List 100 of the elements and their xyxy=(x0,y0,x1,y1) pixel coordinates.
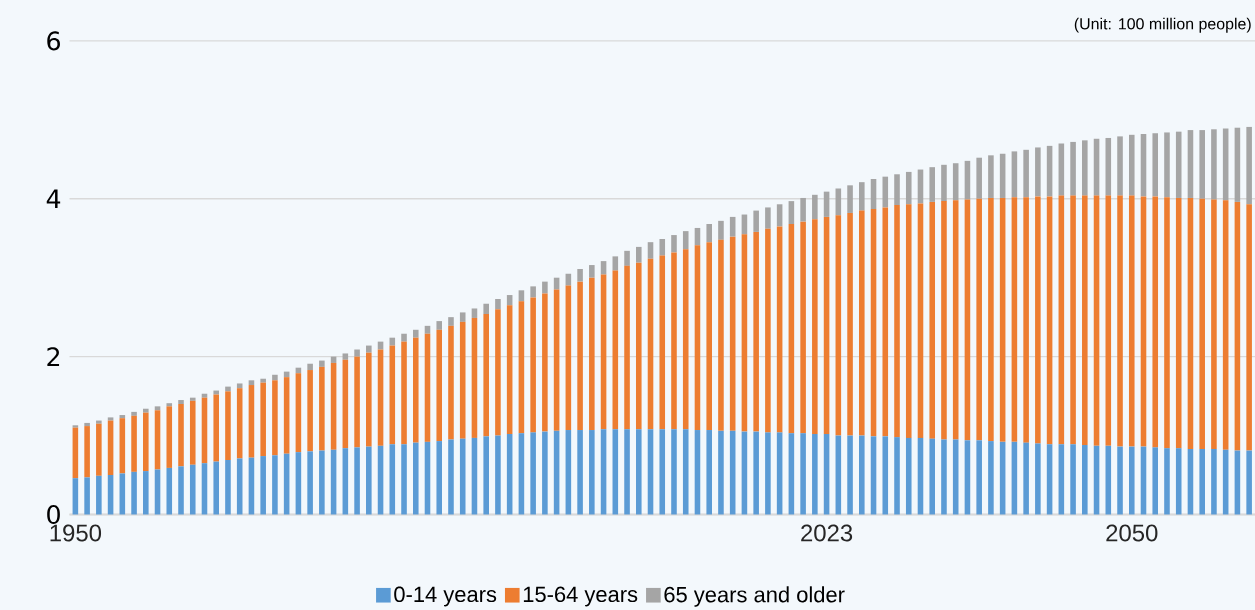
bar xyxy=(412,329,419,338)
x-tick-label: 2023 xyxy=(801,524,853,542)
bar xyxy=(1199,198,1205,449)
bar xyxy=(1117,136,1123,196)
bar xyxy=(84,425,90,478)
bar xyxy=(671,252,677,430)
bar xyxy=(976,198,982,441)
bar xyxy=(178,399,184,404)
bar xyxy=(1211,199,1217,449)
bar xyxy=(131,411,137,416)
bar xyxy=(1211,129,1217,200)
bar xyxy=(319,360,325,367)
bar xyxy=(1093,138,1100,196)
bar xyxy=(589,429,595,515)
bar xyxy=(589,264,595,278)
bar xyxy=(483,313,489,437)
bar xyxy=(988,197,994,441)
x-tick-label: 1950 xyxy=(50,524,102,542)
bar xyxy=(154,469,161,515)
bar xyxy=(624,429,630,515)
bar xyxy=(436,329,443,441)
bar xyxy=(976,157,982,199)
bar xyxy=(189,400,196,465)
bar xyxy=(248,380,255,385)
bar xyxy=(107,417,114,421)
bar xyxy=(1199,448,1205,515)
legend-label: 15-64 years xyxy=(523,586,638,607)
bar xyxy=(1199,129,1205,199)
bar xyxy=(307,369,313,452)
legend-label: 0-14 years xyxy=(394,586,497,607)
bar xyxy=(342,353,349,360)
bar xyxy=(1175,131,1182,198)
bar xyxy=(448,325,454,440)
bar xyxy=(859,435,865,515)
bar xyxy=(952,200,959,440)
bar xyxy=(577,268,583,282)
bar xyxy=(542,281,548,294)
bar xyxy=(424,325,431,334)
bar xyxy=(800,433,806,515)
bar xyxy=(635,429,642,515)
bar xyxy=(213,390,220,395)
bar xyxy=(471,308,478,318)
bar xyxy=(671,429,677,515)
bar xyxy=(1046,196,1053,445)
bar xyxy=(1011,151,1018,198)
bar xyxy=(612,256,619,271)
bar xyxy=(495,309,501,436)
bar xyxy=(1187,197,1194,449)
bar xyxy=(225,459,231,515)
bar xyxy=(119,473,126,515)
bar xyxy=(589,277,595,430)
bar xyxy=(143,470,149,515)
bar xyxy=(1117,195,1123,447)
bar xyxy=(823,216,830,434)
bar xyxy=(706,223,712,243)
bar xyxy=(894,174,900,205)
bar xyxy=(1035,147,1041,197)
bar xyxy=(459,312,466,322)
bar xyxy=(812,194,818,220)
bar xyxy=(366,446,372,515)
bar xyxy=(577,281,583,430)
bar xyxy=(800,197,806,222)
bar xyxy=(483,436,489,515)
bar xyxy=(201,393,208,398)
bar xyxy=(635,262,642,430)
bar xyxy=(835,188,842,216)
bar xyxy=(999,197,1006,442)
bar xyxy=(1246,126,1252,205)
bar xyxy=(131,415,137,472)
bar xyxy=(189,397,196,401)
bar xyxy=(213,394,220,462)
bar xyxy=(1175,197,1182,449)
bar xyxy=(483,303,489,314)
bar xyxy=(401,444,407,515)
bar xyxy=(682,429,689,515)
bar xyxy=(659,429,666,515)
bar xyxy=(236,383,243,389)
bar xyxy=(459,438,466,515)
bar xyxy=(765,207,771,229)
bar xyxy=(1152,196,1159,448)
bar xyxy=(859,182,865,211)
bar xyxy=(412,442,419,515)
bar xyxy=(624,250,630,266)
bar xyxy=(225,391,231,460)
bar xyxy=(272,374,278,381)
bar xyxy=(1117,446,1123,515)
bar xyxy=(1082,140,1088,196)
bar xyxy=(154,406,161,411)
bar xyxy=(330,362,337,450)
bar xyxy=(600,261,607,275)
bar xyxy=(882,207,889,437)
bar xyxy=(96,423,102,476)
bar xyxy=(870,178,877,209)
bar xyxy=(718,239,724,431)
bar xyxy=(272,455,278,515)
bar xyxy=(847,185,853,213)
bar xyxy=(765,432,771,515)
bar xyxy=(624,265,630,430)
bar xyxy=(366,345,372,353)
bar xyxy=(1058,143,1065,196)
